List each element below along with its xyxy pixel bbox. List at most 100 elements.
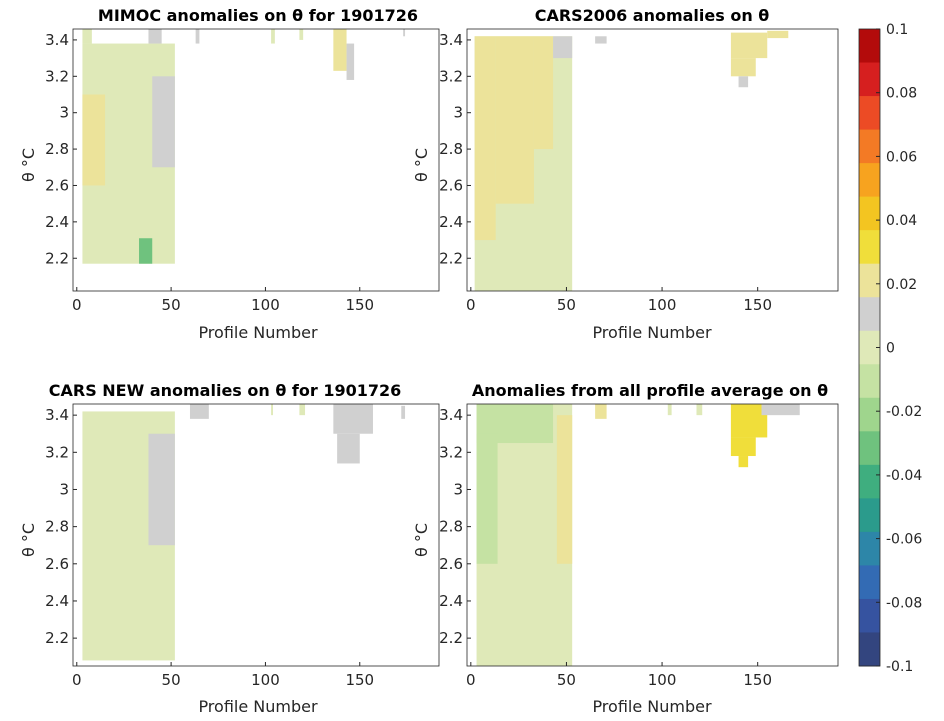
x-tick-label: 150 — [743, 296, 772, 314]
y-tick-label: 2.8 — [45, 518, 69, 536]
colorbar-tick-label: -0.04 — [886, 468, 922, 484]
axes-frame — [466, 403, 839, 667]
heatmap-cell — [148, 29, 162, 44]
heatmap-cell — [148, 433, 175, 546]
panel-mimoc-plot: 0 50 100 150 2.2 2.4 2.6 2.8 3 3.2 3.4 — [45, 28, 440, 314]
heatmap-cells — [82, 404, 406, 661]
heatmap-cell — [271, 404, 273, 416]
panel-mimoc-xlabel: Profile Number — [198, 323, 318, 342]
heatmap-cell — [299, 404, 306, 416]
panel-all-profile: Anomalies from all profile average on θ … — [412, 381, 839, 716]
y-tick-label: 3.2 — [439, 67, 463, 85]
panel-cars2006-ylabel: θ °C — [412, 148, 431, 182]
colorbar-band — [859, 330, 880, 365]
panel-cars-new-xlabel: Profile Number — [198, 697, 318, 716]
heatmap-cell — [299, 29, 304, 40]
heatmap-cell — [195, 29, 200, 44]
y-tick-label: 3.4 — [439, 31, 463, 49]
heatmap-cell — [730, 437, 756, 457]
x-tick-label: 150 — [743, 671, 772, 689]
x-tick-label: 100 — [251, 296, 280, 314]
y-tick-label: 2.6 — [45, 176, 69, 194]
heatmap-cell — [730, 32, 768, 59]
x-tick-label: 150 — [345, 671, 374, 689]
x-tick-label: 0 — [72, 296, 82, 314]
heatmap-cell — [476, 433, 498, 564]
x-tick-label: 0 — [72, 671, 82, 689]
y-tick-label: 3 — [59, 104, 69, 122]
y-tick-label: 2.6 — [439, 176, 463, 194]
axes-frame — [72, 28, 440, 292]
heatmap-cell — [761, 404, 800, 416]
heatmap-cell — [553, 36, 573, 59]
colorbar-band — [859, 230, 880, 265]
panel-all-profile-ylabel: θ °C — [412, 523, 431, 557]
y-tick-label: 2.4 — [439, 592, 463, 610]
heatmap-cell — [595, 404, 607, 419]
colorbar-tick-label: 0.06 — [886, 149, 917, 165]
heatmap-cell — [667, 404, 672, 416]
colorbar-tick-label: -0.06 — [886, 532, 922, 548]
heatmap-cell — [738, 456, 749, 468]
heatmap-cell — [730, 404, 768, 438]
colorbar-band — [859, 364, 880, 399]
y-tick-label: 3.4 — [45, 31, 69, 49]
heatmap-cell — [556, 415, 573, 564]
panel-mimoc: MIMOC anomalies on θ for 1901726 0 50 100 1… — [19, 6, 440, 342]
colorbar-band — [859, 598, 880, 633]
colorbar-band — [859, 96, 880, 131]
x-tick-label: 0 — [466, 671, 476, 689]
colorbar-tick-label: -0.08 — [886, 595, 922, 611]
colorbar-band — [859, 163, 880, 198]
y-tick-label: 2.4 — [45, 592, 69, 610]
panel-cars2006-title: CARS2006 anomalies on θ — [535, 6, 770, 25]
colorbar-band — [859, 263, 880, 298]
colorbar-band — [859, 464, 880, 499]
heatmap-cell — [730, 58, 756, 77]
x-tick-label: 0 — [466, 296, 476, 314]
x-tick-label: 50 — [162, 296, 181, 314]
heatmap-cells — [476, 404, 800, 666]
panel-cars-new-ylabel: θ °C — [19, 523, 38, 557]
colorbar-tick-label: 0.08 — [886, 86, 917, 102]
panel-cars-new: CARS NEW anomalies on θ for 1901726 0 50 1… — [19, 381, 440, 716]
colorbar: 0.1 0.08 0.06 0.04 0.02 0 -0.02 -0.04 -0.06 -0.08… — [858, 22, 922, 675]
heatmap-cell — [767, 30, 789, 39]
panel-cars-new-plot: 0 50 100 150 2.2 2.4 2.6 2.8 3 3.2 3.4 — [45, 403, 440, 689]
colorbar-tick-label: 0.02 — [886, 277, 917, 293]
y-tick-label: 3 — [59, 480, 69, 498]
panel-all-profile-plot: 0 50 100 150 2.2 2.4 2.6 2.8 3 3.2 3.4 — [439, 403, 839, 689]
y-tick-label: 2.8 — [439, 140, 463, 158]
heatmap-cell — [271, 29, 275, 44]
colorbar-tick-label: -0.1 — [886, 659, 913, 675]
x-tick-label: 50 — [162, 671, 181, 689]
panel-cars2006-xlabel: Profile Number — [592, 323, 712, 342]
y-tick-label: 2.4 — [439, 213, 463, 231]
colorbar-band — [859, 565, 880, 600]
y-tick-label: 2.8 — [439, 518, 463, 536]
heatmap-cell — [738, 76, 749, 88]
colorbar-band — [859, 29, 880, 64]
heatmap-cell — [595, 36, 607, 44]
heatmap-cell — [696, 404, 703, 416]
y-tick-label: 3.2 — [45, 443, 69, 461]
panel-all-profile-title: Anomalies from all profile average on θ — [472, 381, 828, 400]
colorbar-band — [859, 129, 880, 164]
panel-cars-new-title: CARS NEW anomalies on θ for 1901726 — [49, 381, 402, 400]
panel-mimoc-title: MIMOC anomalies on θ for 1901726 — [98, 6, 418, 25]
heatmap-cell — [403, 29, 406, 37]
x-tick-label: 150 — [345, 296, 374, 314]
colorbar-tick-label: -0.02 — [886, 404, 922, 420]
heatmap-cell — [495, 36, 534, 204]
heatmap-cells — [474, 30, 789, 291]
colorbar-tick-label: 0 — [886, 341, 895, 357]
heatmap-cell — [346, 43, 355, 80]
colorbar-band — [859, 498, 880, 533]
heatmap-cell — [533, 36, 554, 150]
y-tick-label: 2.8 — [45, 140, 69, 158]
colorbar-band — [859, 531, 880, 566]
heatmap-cell — [82, 94, 106, 186]
panel-mimoc-ylabel: θ °C — [19, 148, 38, 182]
y-tick-label: 3.2 — [439, 443, 463, 461]
